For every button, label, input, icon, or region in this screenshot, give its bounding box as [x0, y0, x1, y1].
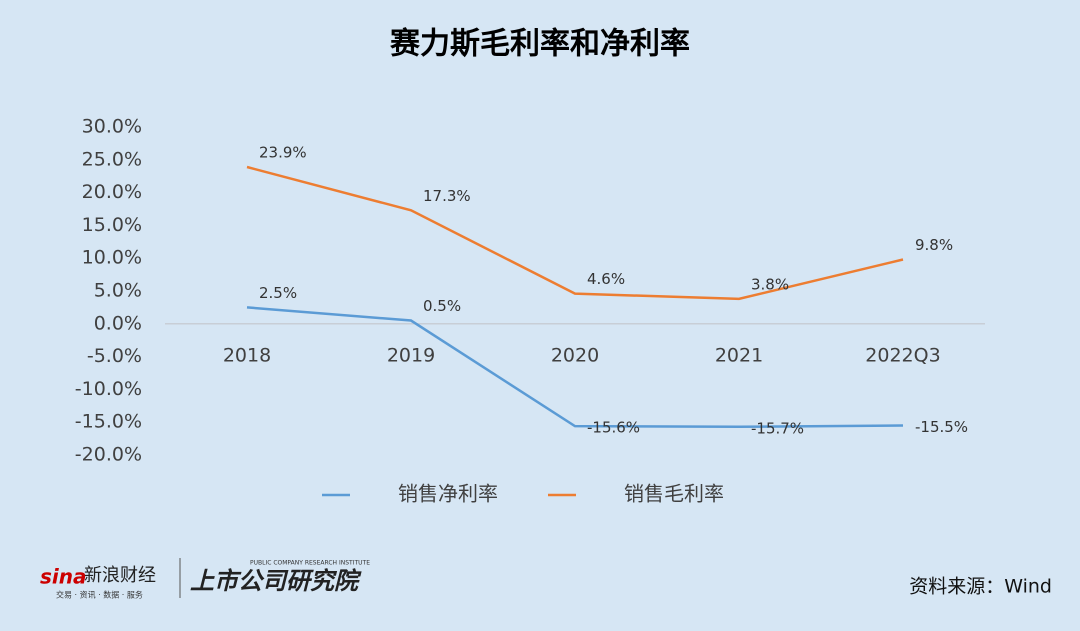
value-label: 3.8%	[751, 275, 789, 293]
series-line	[246, 165, 904, 301]
y-tick-label: 0.0%	[94, 312, 142, 334]
y-tick-label: -20.0%	[75, 444, 142, 466]
institute: 上市公司研究院	[190, 567, 362, 595]
y-tick-label: 5.0%	[94, 280, 142, 302]
y-tick-label: -15.0%	[75, 411, 142, 433]
x-tick-label: 2022Q3	[865, 344, 940, 366]
logo-sina: sina	[40, 565, 87, 589]
legend-label: 销售净利率	[398, 482, 498, 506]
value-label: -15.5%	[915, 418, 968, 436]
y-tick-label: 30.0%	[82, 116, 142, 138]
value-label: -15.6%	[587, 419, 640, 437]
institute-en: PUBLIC COMPANY RESEARCH INSTITUTE	[250, 560, 370, 567]
value-label: 0.5%	[423, 297, 461, 315]
logo-name: 新浪财经	[84, 565, 156, 586]
y-tick-label: 10.0%	[82, 247, 142, 269]
series-line	[246, 306, 904, 429]
x-tick-label: 2020	[551, 344, 599, 366]
value-label: 9.8%	[915, 236, 953, 254]
value-label: 23.9%	[259, 144, 307, 162]
chart-title: 赛力斯毛利率和净利率	[390, 27, 690, 62]
y-tick-label: -10.0%	[75, 378, 142, 400]
y-tick-label: -5.0%	[87, 345, 142, 367]
value-label: 2.5%	[259, 284, 297, 302]
x-tick-label: 2018	[223, 344, 271, 366]
y-tick-label: 15.0%	[82, 214, 142, 236]
value-label: 17.3%	[423, 187, 471, 205]
x-tick-label: 2021	[715, 344, 763, 366]
legend-label: 销售毛利率	[624, 482, 724, 506]
logo-slogan: 交易 · 资讯 · 数据 · 服务	[56, 590, 143, 600]
value-label: 4.6%	[587, 270, 625, 288]
y-tick-label: 25.0%	[82, 148, 142, 170]
value-label: -15.7%	[751, 419, 804, 437]
source: 资料来源：Wind	[909, 576, 1052, 598]
x-tick-label: 2019	[387, 344, 435, 366]
y-tick-label: 20.0%	[82, 181, 142, 203]
